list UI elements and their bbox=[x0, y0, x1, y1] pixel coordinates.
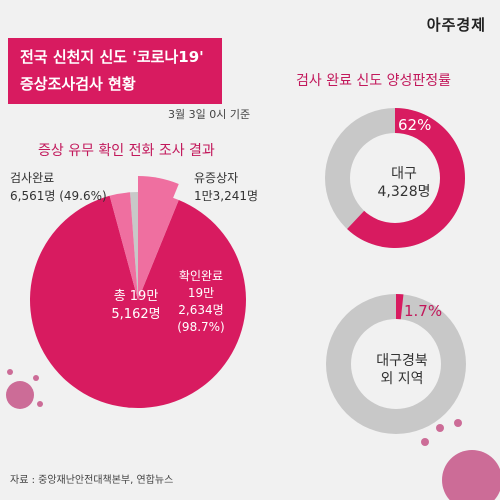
page-title-line1: 전국 신천지 신도 '코로나19' bbox=[20, 48, 204, 66]
other-ring-hole bbox=[351, 319, 441, 409]
pie-slice-symptomatic-exploded bbox=[138, 176, 179, 284]
symptomatic-label: 유증상자 bbox=[194, 171, 239, 185]
confirmed-label: 확인완료 bbox=[178, 269, 224, 283]
tested-value: 6,561명 (49.6%) bbox=[10, 189, 107, 203]
daegu-percent: 62% bbox=[398, 116, 432, 134]
other-label-line1: 대구경북 bbox=[376, 353, 428, 369]
symptomatic-value: 1만3,241명 bbox=[194, 189, 259, 203]
pie-slice-gray bbox=[130, 191, 138, 300]
pie-center-line1: 총 19만 bbox=[113, 289, 159, 304]
pie-slice-confirmed bbox=[29, 195, 246, 409]
other-label-line2: 외 지역 bbox=[380, 371, 424, 387]
daegu-donut bbox=[325, 108, 465, 248]
source-note: 자료 : 중앙재난안전대책본부, 연합뉴스 bbox=[10, 475, 174, 486]
daegu-label-line2: 4,328명 bbox=[377, 184, 431, 200]
page-title-line2: 증상조사검사 현황 bbox=[20, 75, 136, 93]
pie-chart-title: 증상 유무 확인 전화 조사 결과 bbox=[38, 143, 215, 159]
title-box: 전국 신천지 신도 '코로나19' 증상조사검사 현황 bbox=[8, 38, 222, 104]
daegu-ring-hole bbox=[350, 133, 440, 223]
tested-label: 검사완료 bbox=[10, 171, 55, 185]
pie-slice-tested bbox=[109, 192, 138, 300]
confirmed-value-line1: 19만 bbox=[187, 286, 215, 300]
other-percent: 1.7% bbox=[404, 302, 443, 320]
donut-chart-title: 검사 완료 신도 양성판정률 bbox=[296, 73, 452, 89]
date-note: 3월 3일 0시 기준 bbox=[168, 108, 251, 121]
confirmed-value-line2: 2,634명 bbox=[178, 303, 224, 317]
confirmed-percent: (98.7%) bbox=[177, 320, 225, 334]
pie-center-line2: 5,162명 bbox=[111, 307, 161, 322]
other-donut bbox=[326, 294, 466, 434]
daegu-label-line1: 대구 bbox=[391, 166, 417, 182]
brand-logo: 아주경제 bbox=[426, 16, 486, 34]
virus-decoration bbox=[6, 369, 500, 500]
